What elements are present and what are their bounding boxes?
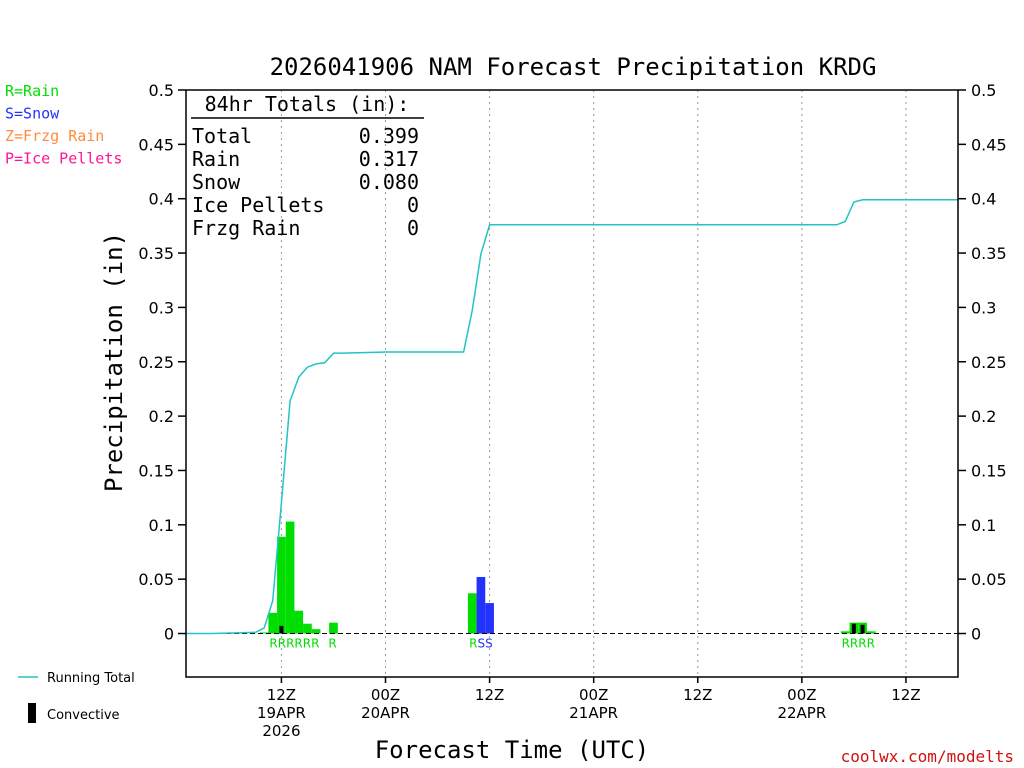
- totals-row-value: 0: [407, 193, 419, 217]
- precip-type-label: RRRRRR: [269, 637, 319, 651]
- convective-bar: [860, 624, 865, 634]
- totals-row-label: Snow: [192, 170, 241, 194]
- convective-legend-swatch: [28, 703, 36, 723]
- y-tick-label-right: 0.35: [971, 244, 1007, 263]
- x-tick-label: 00Z: [579, 686, 608, 704]
- running-total-line: [186, 199, 958, 635]
- x-tick-label: 19APR: [257, 704, 306, 722]
- y-tick-label-right: 0.1: [971, 516, 996, 535]
- grid-lines: [280, 90, 907, 677]
- precip-bar: [285, 521, 295, 634]
- x-tick-label: 20APR: [361, 704, 410, 722]
- y-tick-label-left: 0.05: [138, 570, 174, 589]
- chart-title: 2026041906 NAM Forecast Precipitation KR…: [270, 53, 877, 81]
- type-legend-item: S=Snow: [5, 105, 60, 123]
- totals-row-label: Ice Pellets: [192, 193, 324, 217]
- running-total-legend-label: Running Total: [47, 671, 135, 686]
- y-tick-label-left: 0.4: [149, 190, 174, 209]
- x-tick-label: 00Z: [371, 686, 400, 704]
- precip-bar: [467, 593, 477, 634]
- y-tick-label-left: 0.2: [149, 407, 174, 426]
- y-tick-label-left: 0.15: [138, 461, 174, 480]
- y-axis-right: 0 0.05 0.1 0.15 0.2 0.25 0.3 0.35 0.4 0.45 0.5: [958, 81, 1007, 644]
- y-tick-label-right: 0: [971, 625, 981, 644]
- precip-type-label: RSS: [469, 637, 493, 651]
- y-tick-label-right: 0.2: [971, 407, 996, 426]
- precip-bar: [303, 623, 312, 634]
- y-axis-label: Precipitation (in): [100, 232, 128, 492]
- convective-bar: [279, 625, 284, 634]
- precip-type-label: R: [328, 637, 336, 651]
- y-tick-label-right: 0.15: [971, 461, 1007, 480]
- totals-row-label: Rain: [192, 147, 240, 171]
- precip-bar: [294, 610, 304, 634]
- precip-bar: [311, 629, 321, 634]
- precip-bar: [866, 631, 876, 634]
- y-tick-label-left: 0: [164, 625, 174, 644]
- x-tick-label: 12Z: [267, 686, 296, 704]
- precip-bar: [268, 612, 278, 634]
- totals-panel: 84hr Totals (in): Total 0.399 Rain 0.317 Sno…: [191, 92, 424, 240]
- x-tick-label: 2026: [262, 722, 300, 740]
- precip-bar: [485, 603, 494, 634]
- x-tick-label: 12Z: [475, 686, 504, 704]
- y-tick-label-left: 0.1: [149, 516, 174, 535]
- type-legend-item: Z=Frzg Rain: [5, 127, 104, 145]
- precip-type-legend: R=Rain S=Snow Z=Frzg Rain P=Ice Pellets: [5, 82, 122, 168]
- totals-row-label: Total: [192, 124, 252, 148]
- y-tick-label-right: 0.45: [971, 135, 1007, 154]
- precip-bar: [277, 536, 286, 634]
- precip-type-label: RRRR: [842, 637, 875, 651]
- y-tick-label-right: 0.3: [971, 298, 996, 317]
- totals-row-value: 0.317: [359, 147, 419, 171]
- y-tick-label-left: 0.3: [149, 298, 174, 317]
- type-legend-item: P=Ice Pellets: [5, 150, 122, 168]
- y-tick-label-left: 0.25: [138, 353, 174, 372]
- running-total-series: [186, 199, 958, 635]
- y-tick-label-right: 0.4: [971, 190, 996, 209]
- y-tick-label-left: 0.5: [149, 81, 174, 100]
- y-tick-label-right: 0.5: [971, 81, 996, 100]
- convective-bars: [279, 623, 865, 634]
- totals-row-value: 0.399: [359, 124, 419, 148]
- y-axis-left: 0 0.05 0.1 0.15 0.2 0.25 0.3 0.35 0.4 0.45 0.5: [138, 81, 186, 644]
- precip-bar: [329, 622, 338, 634]
- y-tick-label-left: 0.35: [138, 244, 174, 263]
- precip-bar: [840, 631, 850, 634]
- totals-row-value: 0.080: [359, 170, 419, 194]
- precip-bars: [259, 521, 876, 634]
- totals-row-label: Frzg Rain: [192, 216, 300, 240]
- precip-type-labels: RRRRRR R RSS RRRR: [269, 637, 875, 651]
- precip-bar: [259, 632, 269, 634]
- x-tick-label: 12Z: [683, 686, 712, 704]
- x-axis-label: Forecast Time (UTC): [375, 736, 650, 764]
- x-tick-label: 00Z: [787, 686, 816, 704]
- plot-frame: [185, 89, 959, 678]
- totals-row-value: 0: [407, 216, 419, 240]
- precip-bar: [476, 576, 486, 634]
- x-tick-label: 22APR: [777, 704, 826, 722]
- type-legend-item: R=Rain: [5, 82, 59, 100]
- y-tick-label-right: 0.05: [971, 570, 1007, 589]
- convective-bar: [851, 623, 856, 634]
- convective-legend-label: Convective: [47, 708, 120, 723]
- y-tick-label-right: 0.25: [971, 353, 1007, 372]
- credit-text: coolwx.com/modelts: [841, 747, 1014, 766]
- x-tick-label: 21APR: [569, 704, 618, 722]
- x-tick-label: 12Z: [891, 686, 920, 704]
- totals-heading: 84hr Totals (in):: [205, 92, 410, 116]
- y-tick-label-left: 0.45: [138, 135, 174, 154]
